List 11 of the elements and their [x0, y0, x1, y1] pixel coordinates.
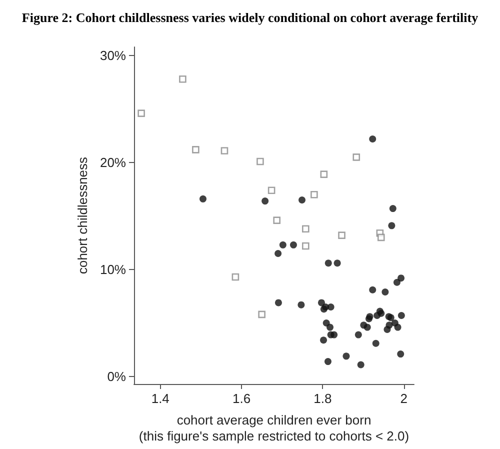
y-tick-label: 10%: [100, 262, 126, 278]
y-axis-title: cohort childlessness: [75, 156, 90, 274]
chart-title: Figure 2: Cohort childlessness varies widely conditional on cohort average fertility: [22, 10, 479, 25]
x-tick-label: 1.4: [151, 391, 170, 406]
x-axis-title: cohort average children ever born (this figure's sample restricted to cohorts < 2.0): [138, 412, 410, 444]
x-tick-label: 1.6: [232, 391, 251, 406]
x-tick-label: 2: [400, 391, 408, 406]
x-tick-label: 1.8: [314, 391, 332, 406]
y-tick-label: 0%: [107, 369, 126, 384]
y-tick-label: 30%: [100, 48, 126, 64]
y-tick-label: 20%: [100, 155, 126, 170]
